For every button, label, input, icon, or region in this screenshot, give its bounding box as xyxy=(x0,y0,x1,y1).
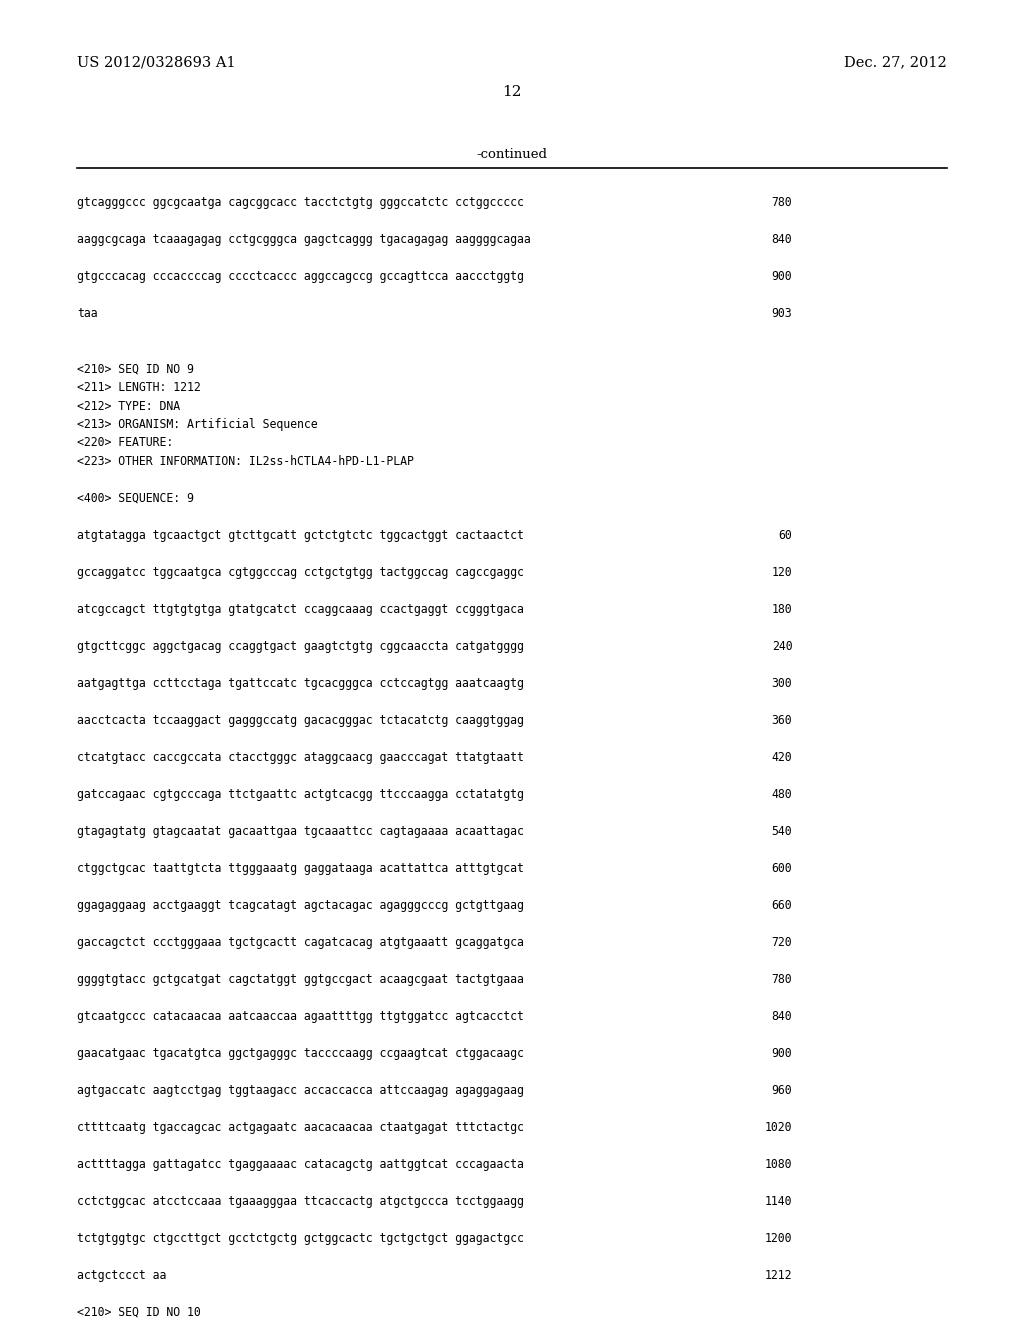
Text: 1140: 1140 xyxy=(765,1195,793,1208)
Text: cctctggcac atcctccaaa tgaaagggaa ttcaccactg atgctgccca tcctggaagg: cctctggcac atcctccaaa tgaaagggaa ttcacca… xyxy=(77,1195,523,1208)
Text: 1080: 1080 xyxy=(765,1158,793,1171)
Text: actgctccct aa: actgctccct aa xyxy=(77,1269,166,1282)
Text: <210> SEQ ID NO 9: <210> SEQ ID NO 9 xyxy=(77,363,194,375)
Text: <400> SEQUENCE: 9: <400> SEQUENCE: 9 xyxy=(77,492,194,506)
Text: cttttcaatg tgaccagcac actgagaatc aacacaacaa ctaatgagat tttctactgc: cttttcaatg tgaccagcac actgagaatc aacacaa… xyxy=(77,1121,523,1134)
Text: <213> ORGANISM: Artificial Sequence: <213> ORGANISM: Artificial Sequence xyxy=(77,418,317,432)
Text: aacctcacta tccaaggact gagggccatg gacacgggac tctacatctg caaggtggag: aacctcacta tccaaggact gagggccatg gacacgg… xyxy=(77,714,523,727)
Text: 903: 903 xyxy=(772,308,793,319)
Text: gtagagtatg gtagcaatat gacaattgaa tgcaaattcc cagtagaaaa acaattagac: gtagagtatg gtagcaatat gacaattgaa tgcaaat… xyxy=(77,825,523,838)
Text: 1200: 1200 xyxy=(765,1232,793,1245)
Text: 60: 60 xyxy=(778,529,793,543)
Text: gatccagaac cgtgcccaga ttctgaattc actgtcacgg ttcccaagga cctatatgtg: gatccagaac cgtgcccaga ttctgaattc actgtca… xyxy=(77,788,523,801)
Text: gtgcccacag cccaccccag cccctcaccc aggccagccg gccagttcca aaccctggtg: gtgcccacag cccaccccag cccctcaccc aggccag… xyxy=(77,271,523,282)
Text: <211> LENGTH: 1212: <211> LENGTH: 1212 xyxy=(77,381,201,393)
Text: gtcaatgccc catacaacaa aatcaaccaa agaattttgg ttgtggatcc agtcacctct: gtcaatgccc catacaacaa aatcaaccaa agaattt… xyxy=(77,1010,523,1023)
Text: 900: 900 xyxy=(772,1047,793,1060)
Text: 960: 960 xyxy=(772,1084,793,1097)
Text: gaccagctct ccctgggaaa tgctgcactt cagatcacag atgtgaaatt gcaggatgca: gaccagctct ccctgggaaa tgctgcactt cagatca… xyxy=(77,936,523,949)
Text: 300: 300 xyxy=(772,677,793,690)
Text: 1212: 1212 xyxy=(765,1269,793,1282)
Text: aaggcgcaga tcaaagagag cctgcgggca gagctcaggg tgacagagag aaggggcagaa: aaggcgcaga tcaaagagag cctgcgggca gagctca… xyxy=(77,234,530,246)
Text: taa: taa xyxy=(77,308,97,319)
Text: ctcatgtacc caccgccata ctacctgggc ataggcaacg gaacccagat ttatgtaatt: ctcatgtacc caccgccata ctacctgggc ataggca… xyxy=(77,751,523,764)
Text: tctgtggtgc ctgccttgct gcctctgctg gctggcactc tgctgctgct ggagactgcc: tctgtggtgc ctgccttgct gcctctgctg gctggca… xyxy=(77,1232,523,1245)
Text: 540: 540 xyxy=(772,825,793,838)
Text: <220> FEATURE:: <220> FEATURE: xyxy=(77,437,173,450)
Text: ggagaggaag acctgaaggt tcagcatagt agctacagac agagggcccg gctgttgaag: ggagaggaag acctgaaggt tcagcatagt agctaca… xyxy=(77,899,523,912)
Text: acttttagga gattagatcc tgaggaaaac catacagctg aattggtcat cccagaacta: acttttagga gattagatcc tgaggaaaac catacag… xyxy=(77,1158,523,1171)
Text: gccaggatcc tggcaatgca cgtggcccag cctgctgtgg tactggccag cagccgaggc: gccaggatcc tggcaatgca cgtggcccag cctgctg… xyxy=(77,566,523,579)
Text: atcgccagct ttgtgtgtga gtatgcatct ccaggcaaag ccactgaggt ccgggtgaca: atcgccagct ttgtgtgtga gtatgcatct ccaggca… xyxy=(77,603,523,616)
Text: 600: 600 xyxy=(772,862,793,875)
Text: 780: 780 xyxy=(772,195,793,209)
Text: 120: 120 xyxy=(772,566,793,579)
Text: 12: 12 xyxy=(502,84,522,99)
Text: 180: 180 xyxy=(772,603,793,616)
Text: US 2012/0328693 A1: US 2012/0328693 A1 xyxy=(77,55,236,69)
Text: 840: 840 xyxy=(772,1010,793,1023)
Text: 1020: 1020 xyxy=(765,1121,793,1134)
Text: ggggtgtacc gctgcatgat cagctatggt ggtgccgact acaagcgaat tactgtgaaa: ggggtgtacc gctgcatgat cagctatggt ggtgccg… xyxy=(77,973,523,986)
Text: 900: 900 xyxy=(772,271,793,282)
Text: 240: 240 xyxy=(772,640,793,653)
Text: <210> SEQ ID NO 10: <210> SEQ ID NO 10 xyxy=(77,1305,201,1319)
Text: <212> TYPE: DNA: <212> TYPE: DNA xyxy=(77,400,180,412)
Text: -continued: -continued xyxy=(476,148,548,161)
Text: 420: 420 xyxy=(772,751,793,764)
Text: Dec. 27, 2012: Dec. 27, 2012 xyxy=(845,55,947,69)
Text: agtgaccatc aagtcctgag tggtaagacc accaccacca attccaagag agaggagaag: agtgaccatc aagtcctgag tggtaagacc accacca… xyxy=(77,1084,523,1097)
Text: gaacatgaac tgacatgtca ggctgagggc taccccaagg ccgaagtcat ctggacaagc: gaacatgaac tgacatgtca ggctgagggc tacccca… xyxy=(77,1047,523,1060)
Text: atgtatagga tgcaactgct gtcttgcatt gctctgtctc tggcactggt cactaactct: atgtatagga tgcaactgct gtcttgcatt gctctgt… xyxy=(77,529,523,543)
Text: aatgagttga ccttcctaga tgattccatc tgcacgggca cctccagtgg aaatcaagtg: aatgagttga ccttcctaga tgattccatc tgcacgg… xyxy=(77,677,523,690)
Text: 720: 720 xyxy=(772,936,793,949)
Text: gtcagggccc ggcgcaatga cagcggcacc tacctctgtg gggccatctc cctggccccc: gtcagggccc ggcgcaatga cagcggcacc tacctct… xyxy=(77,195,523,209)
Text: <223> OTHER INFORMATION: IL2ss-hCTLA4-hPD-L1-PLAP: <223> OTHER INFORMATION: IL2ss-hCTLA4-hP… xyxy=(77,455,414,469)
Text: 660: 660 xyxy=(772,899,793,912)
Text: 360: 360 xyxy=(772,714,793,727)
Text: ctggctgcac taattgtcta ttgggaaatg gaggataaga acattattca atttgtgcat: ctggctgcac taattgtcta ttgggaaatg gaggata… xyxy=(77,862,523,875)
Text: gtgcttcggc aggctgacag ccaggtgact gaagtctgtg cggcaaccta catgatgggg: gtgcttcggc aggctgacag ccaggtgact gaagtct… xyxy=(77,640,523,653)
Text: 840: 840 xyxy=(772,234,793,246)
Text: 780: 780 xyxy=(772,973,793,986)
Text: 480: 480 xyxy=(772,788,793,801)
